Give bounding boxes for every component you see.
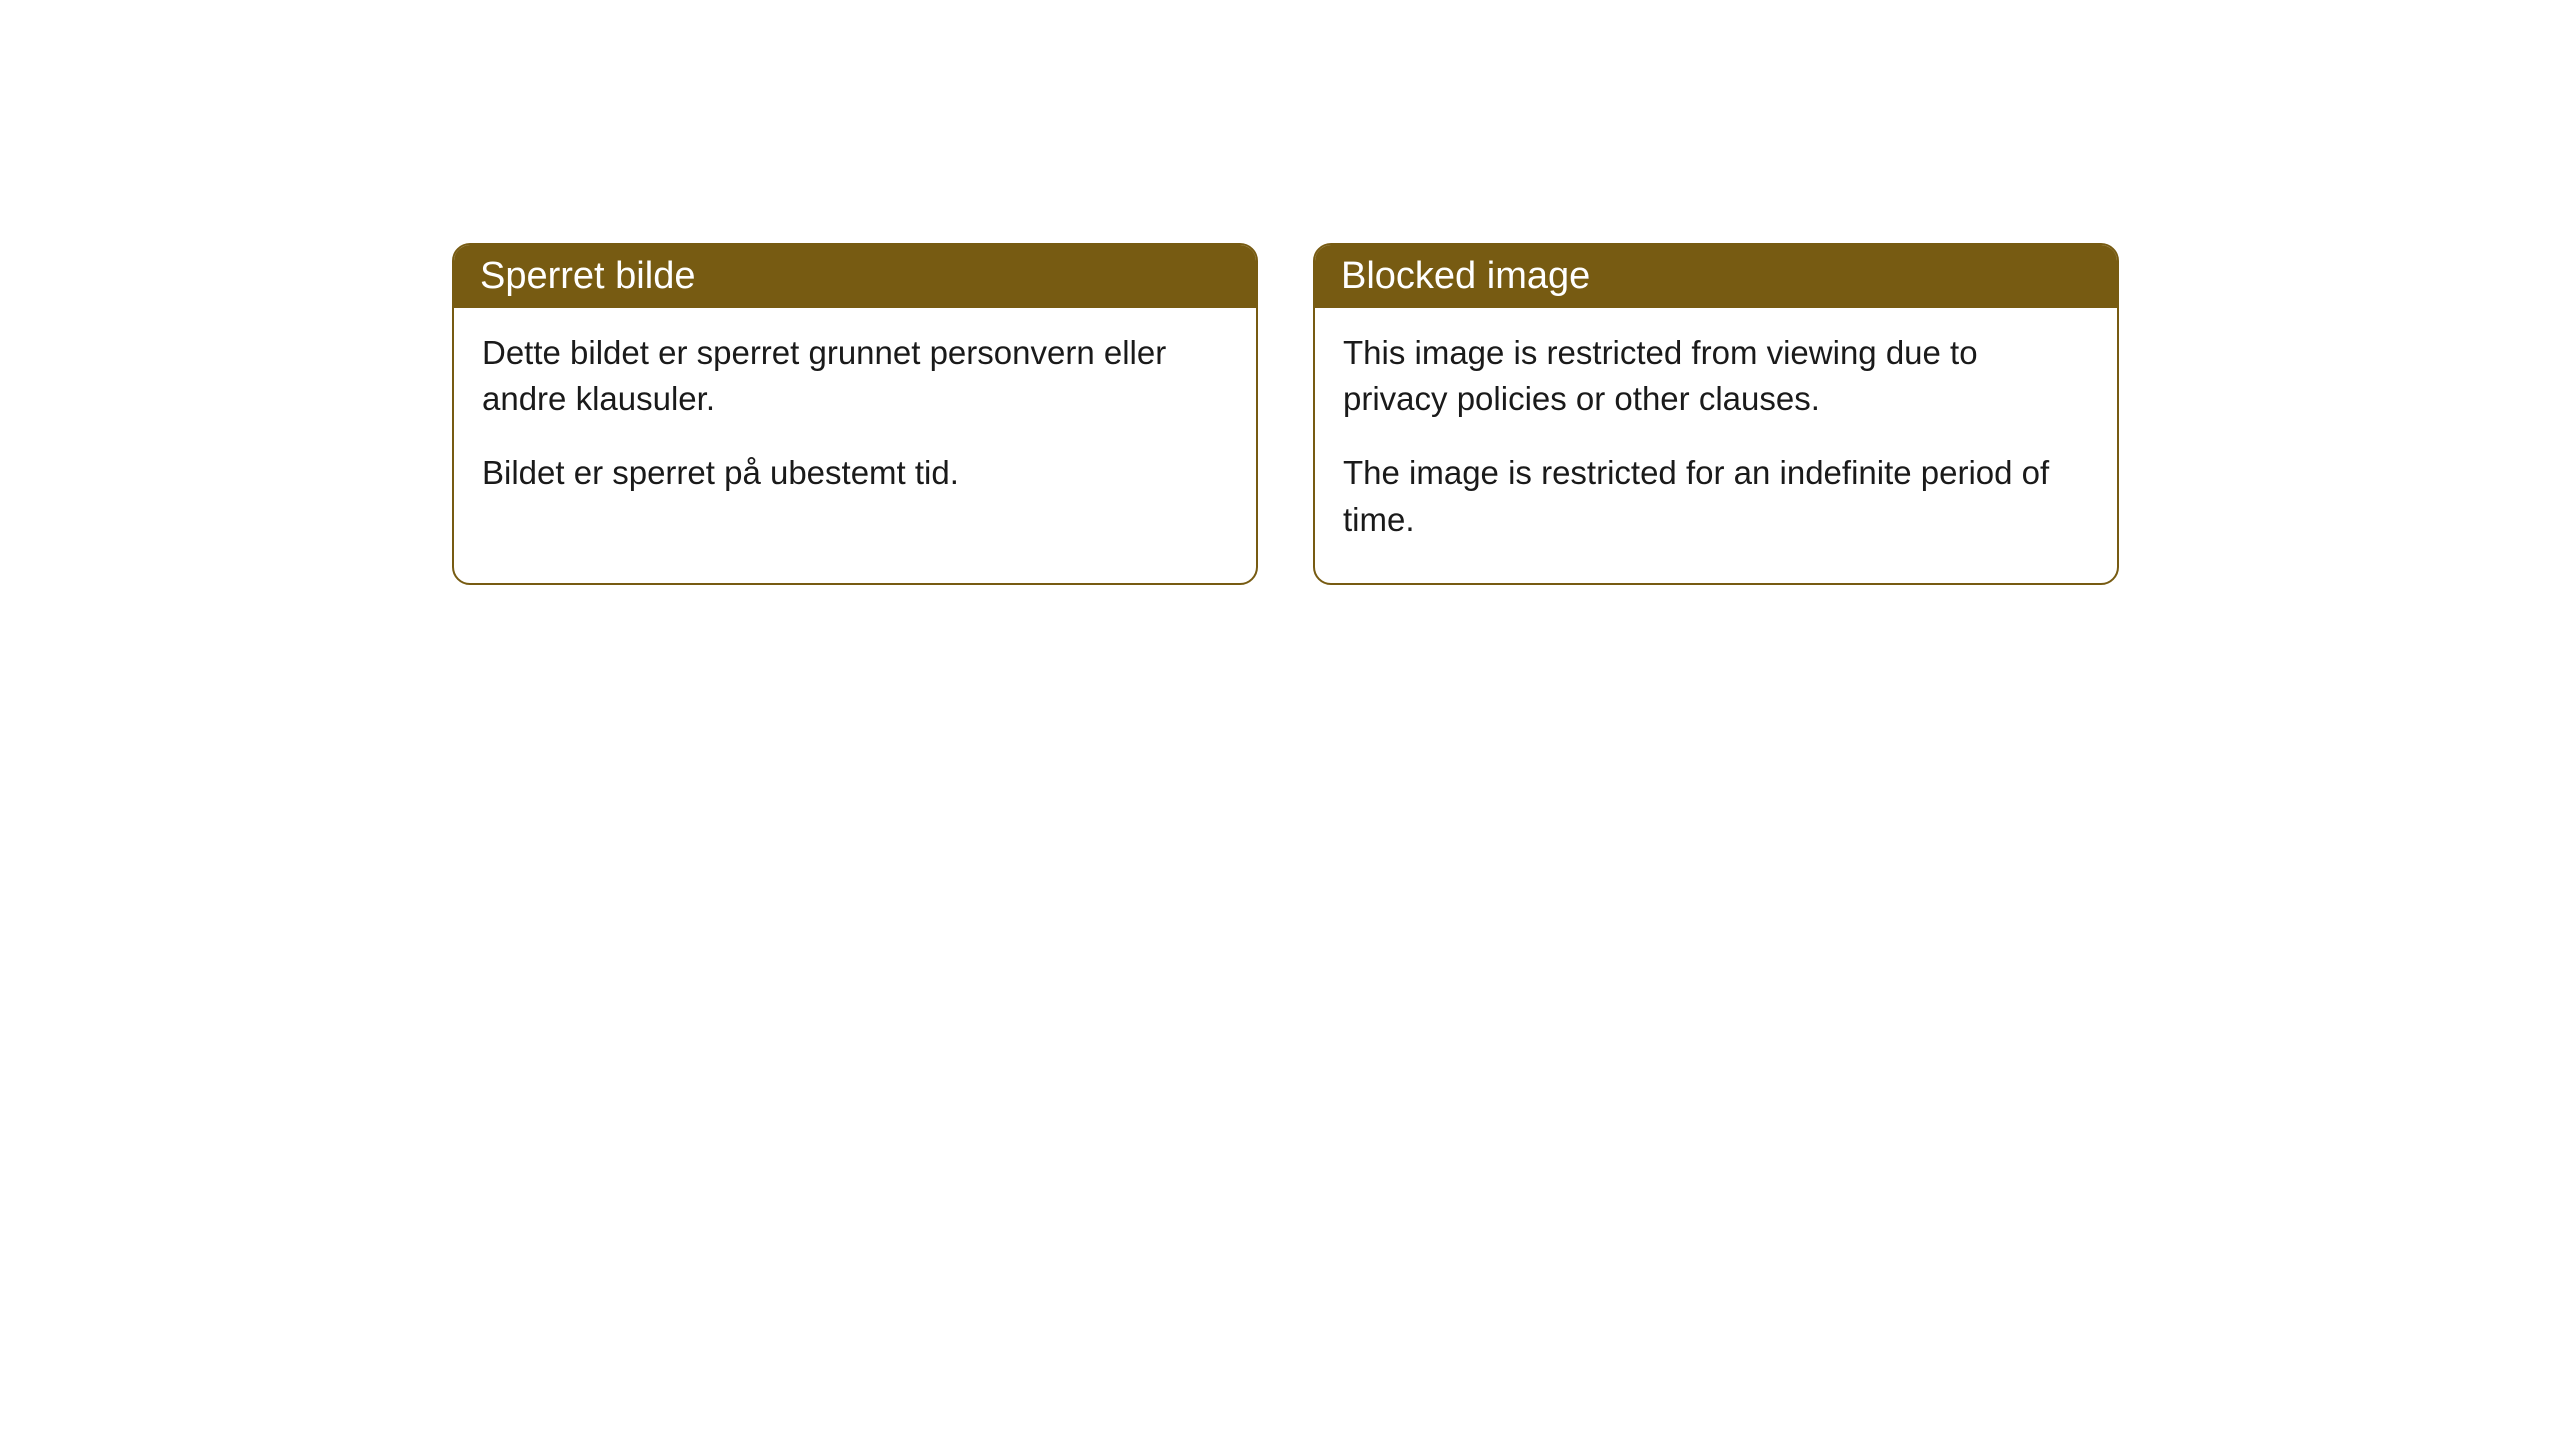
card-paragraph: The image is restricted for an indefinit…: [1343, 450, 2089, 542]
notice-card-norwegian: Sperret bilde Dette bildet er sperret gr…: [452, 243, 1258, 585]
card-title: Sperret bilde: [480, 255, 695, 297]
card-header-norwegian: Sperret bilde: [454, 245, 1256, 308]
card-paragraph: This image is restricted from viewing du…: [1343, 330, 2089, 422]
notice-card-english: Blocked image This image is restricted f…: [1313, 243, 2119, 585]
card-header-english: Blocked image: [1315, 245, 2117, 308]
card-paragraph: Bildet er sperret på ubestemt tid.: [482, 450, 1228, 496]
card-body-norwegian: Dette bildet er sperret grunnet personve…: [454, 308, 1256, 537]
notice-cards-container: Sperret bilde Dette bildet er sperret gr…: [452, 243, 2119, 585]
card-body-english: This image is restricted from viewing du…: [1315, 308, 2117, 583]
card-title: Blocked image: [1341, 255, 1590, 297]
card-paragraph: Dette bildet er sperret grunnet personve…: [482, 330, 1228, 422]
